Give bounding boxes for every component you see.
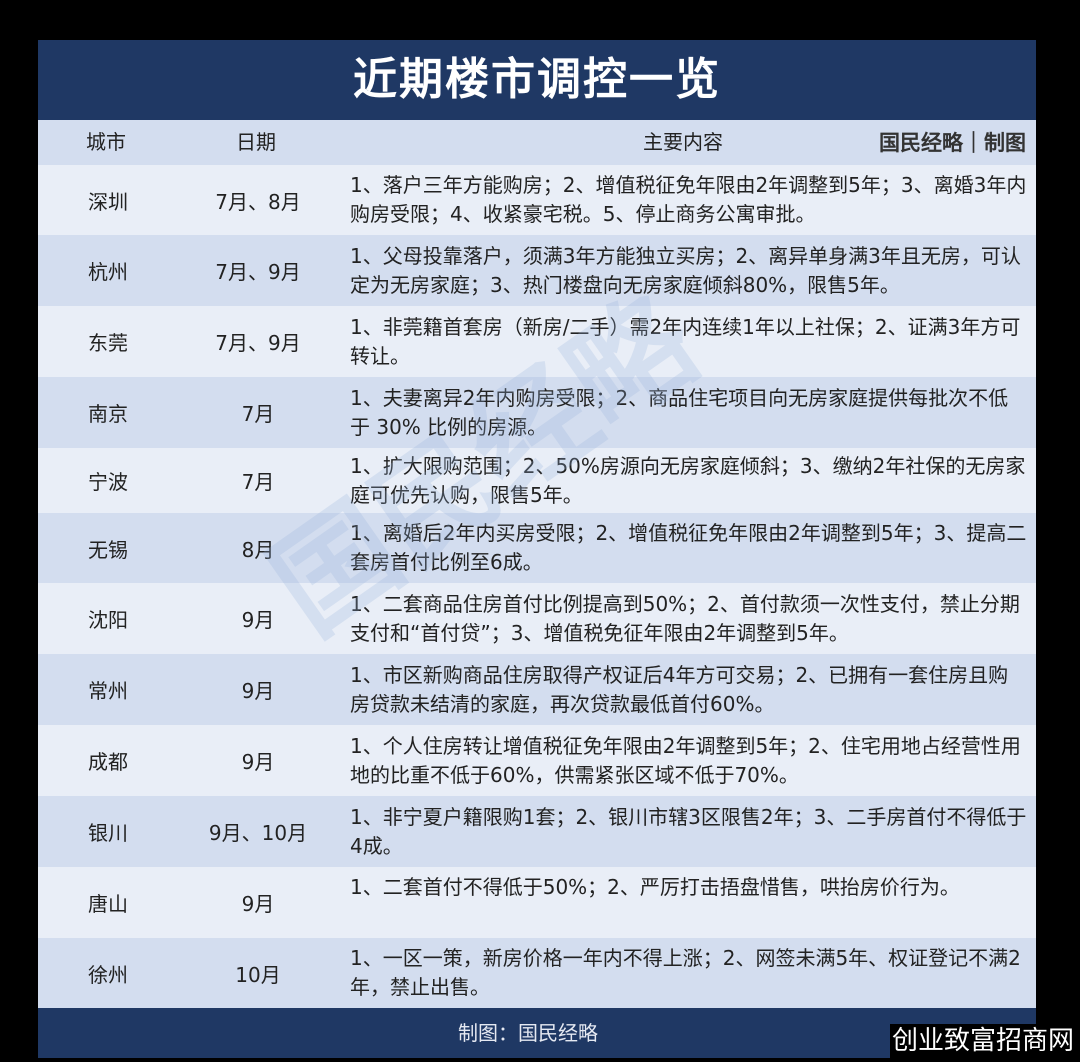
date-cell: 9月、10月	[208, 821, 308, 845]
table-row: 成都 9月 1、个人住房转让增值税征免年限由2年调整到5年；2、住宅用地占经营性用地…	[38, 725, 1036, 796]
date-cell: 9月	[241, 750, 275, 774]
city-cell: 徐州	[88, 962, 128, 987]
content-cell: 1、非莞籍首套房（新房/二手）需2年内连续1年以上社保；2、证满3年方可转让。	[350, 314, 1021, 368]
date-cell: 7月	[241, 470, 275, 494]
table-row: 杭州 7月、9月 1、父母投靠落户，须满3年方能独立买房；2、离异单身满3年且无房，…	[38, 235, 1036, 306]
content-cell: 1、二套商品住房首付比例提高到50%；2、首付款须一次性支付，禁止分期支付和“首…	[350, 591, 1020, 645]
content-cell: 1、个人住房转让增值税征免年限由2年调整到5年；2、住宅用地占经营性用地的比重不…	[350, 733, 1021, 787]
table-row: 徐州 10月 1、一区一策，新房价格一年内不得上涨；2、网签未满5年、权证登记不满2…	[38, 938, 1036, 1008]
content-cell: 1、扩大限购范围；2、50%房源向无房家庭倾斜；3、缴纳2年社保的无房家庭可优先…	[350, 453, 1026, 507]
date-cell: 9月	[241, 679, 275, 703]
city-cell: 唐山	[88, 892, 128, 916]
content-cell: 1、非宁夏户籍限购1套；2、银川市辖3区限售2年；3、二手房首付不得低于4成。	[350, 804, 1027, 858]
date-cell: 7月、8月	[215, 189, 301, 214]
city-cell: 常州	[88, 679, 128, 703]
date-cell: 9月	[241, 608, 275, 632]
date-cell: 8月	[241, 537, 275, 562]
date-cell: 7月	[241, 402, 275, 426]
table-row: 沈阳 9月 1、二套商品住房首付比例提高到50%；2、首付款须一次性支付，禁止分期支…	[38, 583, 1036, 654]
header-date: 日期	[236, 130, 276, 154]
content-cell: 1、夫妻离异2年内购房受限；2、商品住宅项目向无房家庭提供每批次不低于 30% …	[350, 385, 1009, 439]
content-cell: 1、一区一策，新房价格一年内不得上涨；2、网签未满5年、权证登记不满2年，禁止出…	[350, 946, 1021, 999]
table-row: 南京 7月 1、夫妻离异2年内购房受限；2、商品住宅项目向无房家庭提供每批次不低于 …	[38, 377, 1036, 448]
table-row: 东莞 7月、9月 1、非莞籍首套房（新房/二手）需2年内连续1年以上社保；2、证满3…	[38, 306, 1036, 377]
city-cell: 南京	[88, 402, 128, 426]
content-cell: 1、父母投靠落户，须满3年方能独立买房；2、离异单身满3年且无房，可认定为无房家…	[350, 243, 1021, 297]
city-cell: 东莞	[88, 331, 128, 355]
city-cell: 杭州	[88, 260, 128, 284]
table-row: 常州 9月 1、市区新购商品住房取得产权证后4年方可交易；2、已拥有一套住房且购房贷…	[38, 654, 1036, 725]
content-cell: 1、二套首付不得低于50%；2、严厉打击捂盘惜售，哄抬房价行为。	[350, 875, 960, 899]
city-cell: 宁波	[88, 470, 128, 494]
date-cell: 9月	[241, 892, 275, 916]
table-row: 银川 9月、10月 1、非宁夏户籍限购1套；2、银川市辖3区限售2年；3、二手房首付…	[38, 796, 1036, 867]
corner-watermark: 创业致富招商网	[889, 1024, 1076, 1058]
header-city: 城市	[86, 130, 126, 154]
city-cell: 沈阳	[88, 608, 128, 632]
table-row: 唐山 9月 1、二套首付不得低于50%；2、严厉打击捂盘惜售，哄抬房价行为。	[38, 867, 1036, 938]
city-cell: 银川	[88, 821, 128, 845]
date-cell: 7月、9月	[215, 260, 301, 284]
city-cell: 成都	[88, 750, 128, 774]
table-header: 城市 日期 主要内容 国民经略｜制图	[38, 120, 1036, 165]
city-cell: 深圳	[88, 189, 128, 214]
date-cell: 10月	[235, 962, 281, 987]
footer-text: 制图：国民经略	[458, 1021, 598, 1045]
credit-label: 国民经略｜制图	[879, 130, 1026, 155]
content-cell: 1、落户三年方能购房；2、增值税征免年限由2年调整到5年；3、离婚3年内购房受限…	[350, 173, 1027, 226]
content-cell: 1、市区新购商品住房取得产权证后4年方可交易；2、已拥有一套住房且购房贷款未结清…	[350, 662, 1009, 716]
table-body: 深圳 7月、8月 1、落户三年方能购房；2、增值税征免年限由2年调整到5年；3、离婚…	[38, 165, 1036, 1008]
table-row: 深圳 7月、8月 1、落户三年方能购房；2、增值税征免年限由2年调整到5年；3、离婚…	[38, 165, 1036, 235]
content-cell: 1、离婚后2年内买房受限；2、增值税征免年限由2年调整到5年；3、提高二套房首付…	[350, 521, 1027, 574]
table-row: 无锡 8月 1、离婚后2年内买房受限；2、增值税征免年限由2年调整到5年；3、提高二…	[38, 513, 1036, 583]
policy-table-card: 近期楼市调控一览 城市 日期 主要内容 国民经略｜制图 深圳 7月、8月 1、落户三…	[38, 40, 1036, 1058]
page-title: 近期楼市调控一览	[38, 40, 1036, 120]
header-content: 主要内容	[643, 130, 723, 154]
city-cell: 无锡	[88, 537, 128, 562]
footer: 制图：国民经略	[38, 1008, 1036, 1058]
date-cell: 7月、9月	[215, 331, 301, 355]
table-row: 宁波 7月 1、扩大限购范围；2、50%房源向无房家庭倾斜；3、缴纳2年社保的无房家…	[38, 448, 1036, 513]
